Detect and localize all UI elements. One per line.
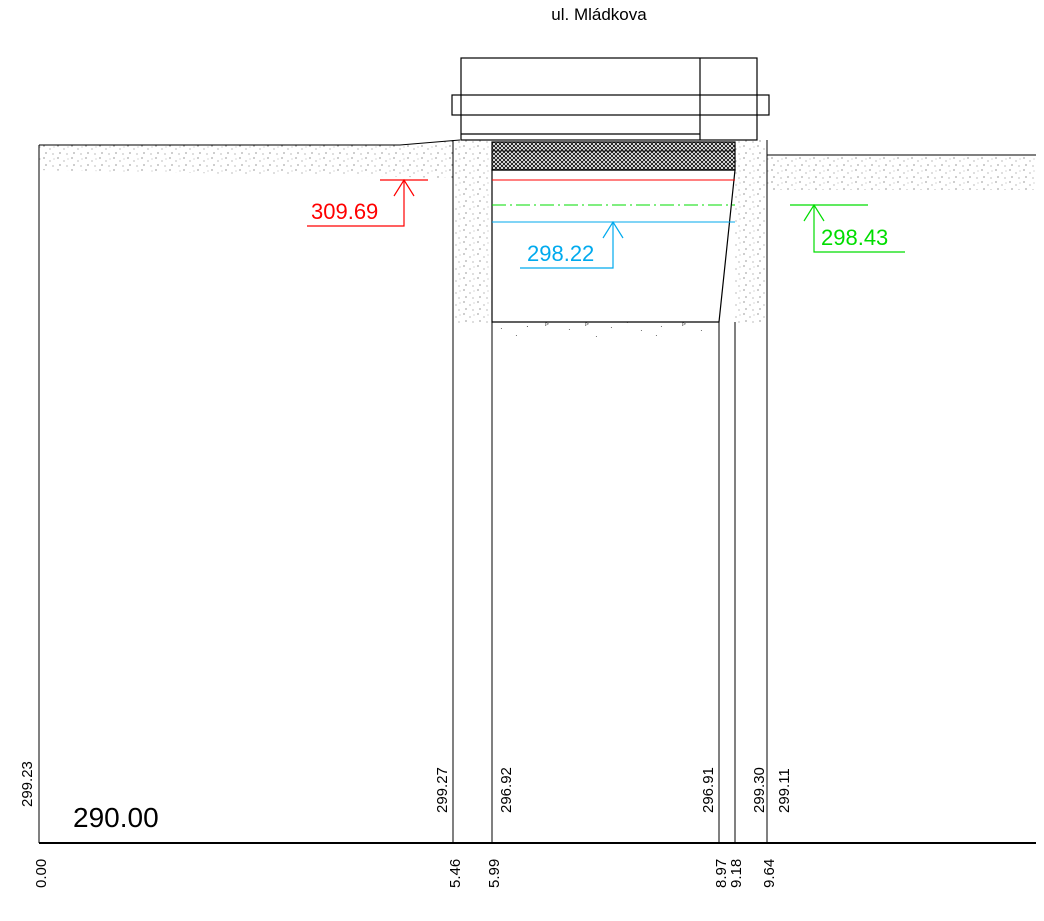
svg-text:·: ·	[595, 332, 598, 341]
red-level-marker	[307, 178, 428, 227]
svg-text:·: ·	[568, 325, 571, 334]
svg-text:·: ·	[660, 322, 663, 331]
svg-text:▹: ▹	[682, 319, 686, 328]
elevation-label: 299.30	[751, 767, 768, 813]
distance-label: 9.18	[728, 859, 745, 888]
elevation-label: 299.27	[434, 767, 451, 813]
svg-text:▹: ▹	[545, 319, 549, 328]
elevation-label: 299.23	[19, 761, 36, 807]
green-level-label: 298.43	[821, 225, 888, 250]
distance-label: 9.64	[761, 859, 778, 888]
green-level-marker	[790, 203, 905, 253]
elevation-label: 296.91	[700, 767, 717, 813]
svg-text:·: ·	[700, 326, 703, 335]
vehicle-outline	[451, 57, 770, 141]
distance-label: 5.99	[486, 859, 503, 888]
elevation-label: 296.92	[498, 767, 515, 813]
blue-level-label: 298.22	[527, 241, 594, 266]
distance-label: 0.00	[33, 859, 50, 888]
svg-text:᛫: ᛫	[525, 323, 530, 332]
svg-text:·: ·	[640, 326, 643, 335]
distance-label: 5.46	[447, 859, 464, 888]
trench-backfill	[453, 140, 767, 323]
terrain-right	[767, 154, 1036, 190]
gravel-bed: · ᛫ ▹ ·▹ · ᛫· · ▹·· · ·	[500, 319, 703, 341]
distance-label: 8.97	[713, 859, 730, 888]
svg-text:᛫: ᛫	[625, 319, 630, 328]
elevation-labels: 299.23 299.27 296.92 296.91 299.30 299.1…	[19, 761, 793, 813]
svg-text:·: ·	[500, 324, 503, 333]
terrain-left	[39, 139, 461, 178]
elevation-label: 299.11	[776, 768, 793, 813]
distance-labels: 0.00 5.46 5.99 8.97 9.18 9.64	[33, 859, 778, 888]
red-level-label: 309.69	[311, 199, 378, 224]
svg-text:·: ·	[655, 331, 658, 340]
svg-text:·: ·	[610, 323, 613, 332]
street-title: ul. Mládkova	[551, 5, 647, 24]
pavement-layer	[491, 141, 736, 171]
blue-level-marker	[520, 220, 624, 269]
svg-text:·: ·	[515, 331, 518, 340]
station-lines	[38, 140, 768, 843]
svg-text:▹: ▹	[585, 319, 589, 328]
datum-label: 290.00	[73, 802, 159, 833]
